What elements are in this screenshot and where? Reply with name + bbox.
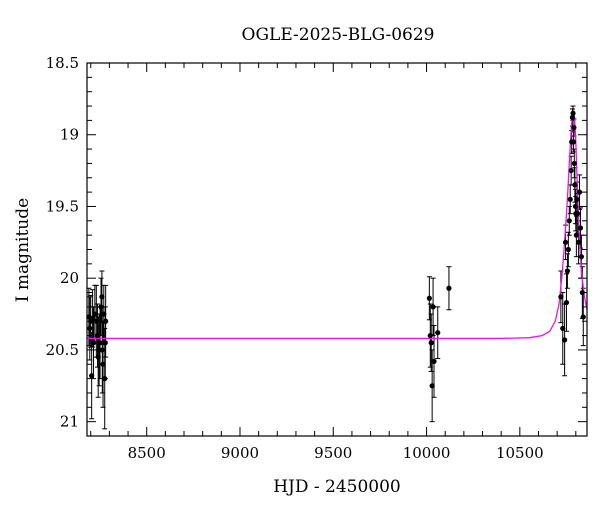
data-point [566, 218, 572, 224]
data-point [101, 311, 107, 317]
y-tick-label: 19.5 [46, 197, 79, 215]
data-point [92, 311, 98, 317]
error-bars [86, 105, 586, 430]
data-point [575, 211, 581, 217]
data-point [563, 299, 570, 306]
data-point [572, 203, 579, 210]
data-point [570, 110, 576, 116]
data-point [90, 340, 97, 346]
y-axis-title: I magnitude [13, 198, 33, 302]
data-point [98, 304, 104, 310]
data-point [93, 318, 99, 324]
data-point [89, 373, 95, 379]
data-point [577, 225, 584, 231]
data-point [99, 347, 105, 353]
data-point [572, 182, 578, 188]
x-tick-label: 10500 [496, 444, 544, 462]
data-point [571, 160, 577, 167]
data-point [580, 314, 586, 320]
data-point [87, 325, 93, 332]
data-point [99, 294, 105, 300]
data-point [565, 246, 571, 253]
data-point [100, 361, 106, 367]
data-point [558, 294, 564, 300]
y-tick-label: 20 [60, 269, 79, 287]
model-curve [87, 110, 588, 340]
y-tick-label: 20.5 [46, 341, 79, 359]
data-point [95, 354, 101, 360]
data-point [578, 254, 585, 260]
data-point [571, 124, 577, 131]
plot-frame [86, 62, 588, 437]
data-point [435, 330, 441, 336]
data-point [564, 268, 571, 274]
model-curve-group [87, 110, 588, 340]
x-tick-label: 9000 [221, 444, 259, 462]
data-point [574, 196, 580, 202]
x-tick-label: 8500 [128, 444, 166, 462]
data-point [102, 376, 108, 382]
data-point [97, 340, 103, 346]
data-point [560, 325, 566, 332]
data-point [568, 167, 574, 174]
chart-title: OGLE-2025-BLG-0629 [242, 25, 435, 45]
data-point [579, 289, 585, 296]
x-axis-title: HJD - 2450000 [273, 477, 401, 497]
data-point [94, 332, 101, 339]
data-point [427, 332, 433, 339]
data-point [446, 285, 452, 291]
data-points [86, 110, 586, 389]
data-point [562, 239, 569, 245]
data-point [429, 383, 435, 389]
y-tick-label: 19 [60, 126, 79, 144]
y-tick-label: 21 [60, 413, 79, 431]
data-point [430, 304, 436, 310]
data-point [576, 239, 582, 245]
x-tick-label: 9500 [314, 444, 352, 462]
data-point [428, 340, 434, 346]
data-point [570, 139, 577, 145]
data-point [576, 189, 583, 195]
data-point [102, 340, 108, 346]
tick-labels: 8500 9000 9500 10000 10500 18.5 19 19.5 20 20.5 21 [46, 54, 544, 462]
data-point [567, 196, 573, 202]
data-point [569, 114, 576, 121]
y-tick-label: 18.5 [46, 54, 79, 72]
x-tick-label: 10000 [403, 444, 451, 462]
data-point [431, 358, 437, 364]
data-point [426, 295, 432, 301]
data-point [103, 318, 109, 324]
data-point [573, 232, 579, 238]
axis-ticks [87, 62, 587, 437]
data-point [562, 337, 568, 343]
data-point [89, 315, 96, 321]
